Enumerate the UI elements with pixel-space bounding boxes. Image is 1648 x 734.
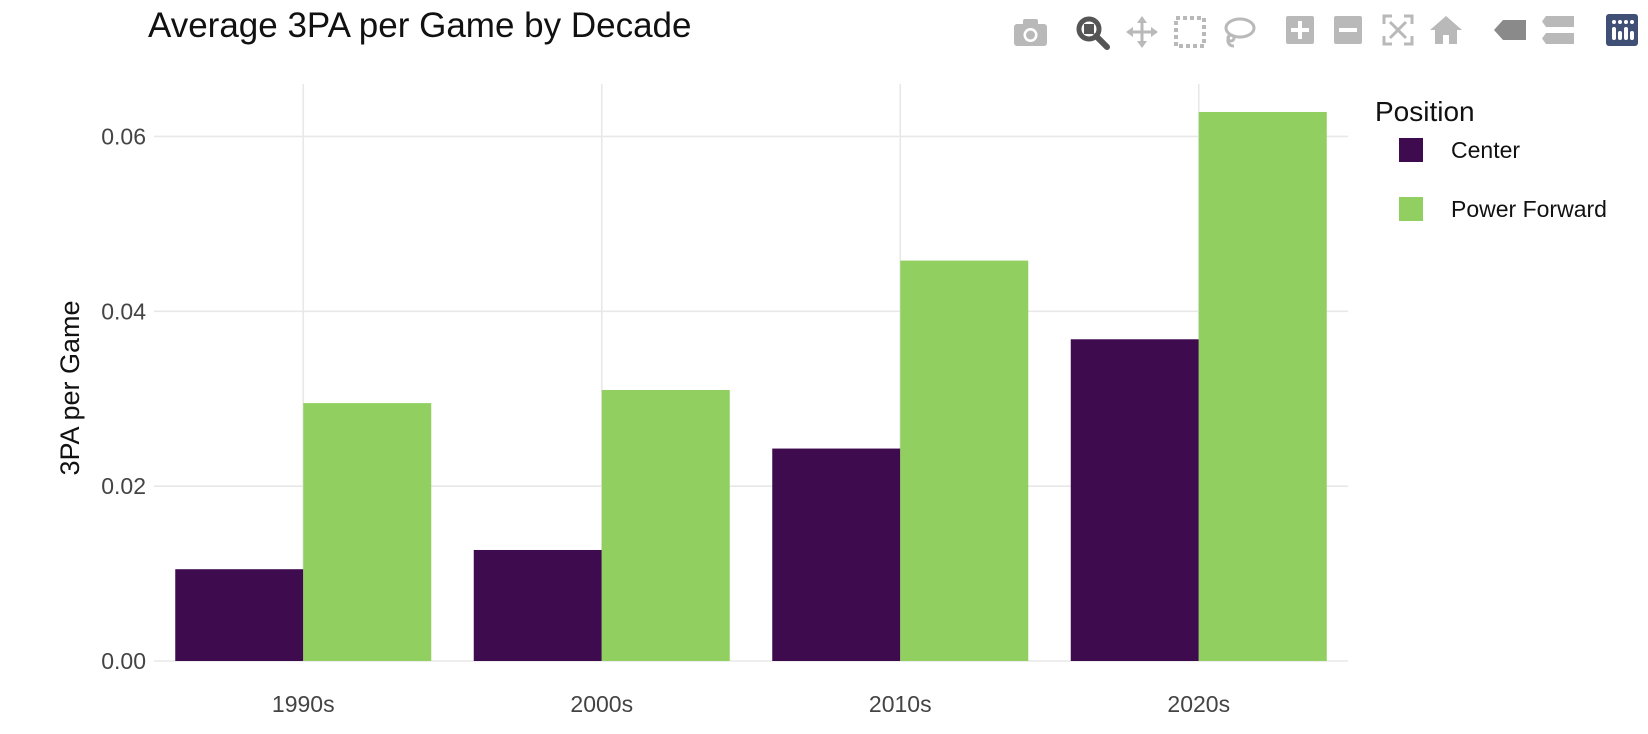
bar-power-forward[interactable]: [601, 389, 730, 661]
zoom-in-icon[interactable]: [1286, 16, 1314, 44]
legend: Position Center Power Forward: [1375, 96, 1607, 222]
bar-power-forward[interactable]: [900, 260, 1029, 661]
bars: [175, 111, 1327, 661]
bar-center[interactable]: [473, 549, 602, 661]
y-tick-label: 0.00: [101, 648, 146, 674]
pan-icon[interactable]: [1126, 16, 1158, 48]
y-tick-label: 0.04: [101, 298, 146, 324]
zoom-icon[interactable]: [1076, 16, 1110, 50]
autoscale-icon[interactable]: [1382, 14, 1414, 46]
x-axis-ticks: 1990s 2000s 2010s 2020s: [272, 691, 1230, 717]
x-tick-label: 2020s: [1167, 691, 1230, 717]
modebar: [1014, 14, 1638, 50]
chart-title: Average 3PA per Game by Decade: [148, 6, 691, 45]
plotly-logo-icon[interactable]: [1606, 14, 1638, 46]
bar-center[interactable]: [1070, 339, 1199, 661]
x-tick-label: 1990s: [272, 691, 335, 717]
box-select-icon[interactable]: [1174, 16, 1206, 48]
x-tick-label: 2000s: [570, 691, 633, 717]
bar-power-forward[interactable]: [1198, 111, 1327, 661]
legend-label[interactable]: Power Forward: [1451, 196, 1607, 222]
y-tick-label: 0.06: [101, 123, 146, 149]
legend-label[interactable]: Center: [1451, 137, 1520, 163]
bar-center[interactable]: [772, 448, 901, 661]
legend-swatch[interactable]: [1399, 197, 1423, 221]
y-tick-label: 0.02: [101, 473, 146, 499]
lasso-icon[interactable]: [1224, 17, 1256, 48]
y-axis-ticks: 0.00 0.02 0.04 0.06: [101, 123, 146, 674]
zoom-out-icon[interactable]: [1334, 16, 1362, 44]
bar-power-forward[interactable]: [303, 403, 432, 661]
hover-compare-icon[interactable]: [1542, 16, 1574, 44]
spike-lines-icon[interactable]: [1494, 20, 1526, 40]
camera-icon[interactable]: [1014, 19, 1047, 46]
y-axis-title: 3PA per Game: [55, 300, 85, 475]
legend-swatch[interactable]: [1399, 138, 1423, 162]
home-icon[interactable]: [1430, 16, 1462, 44]
bar-center[interactable]: [175, 569, 304, 661]
x-tick-label: 2010s: [869, 691, 932, 717]
legend-title: Position: [1375, 96, 1475, 127]
